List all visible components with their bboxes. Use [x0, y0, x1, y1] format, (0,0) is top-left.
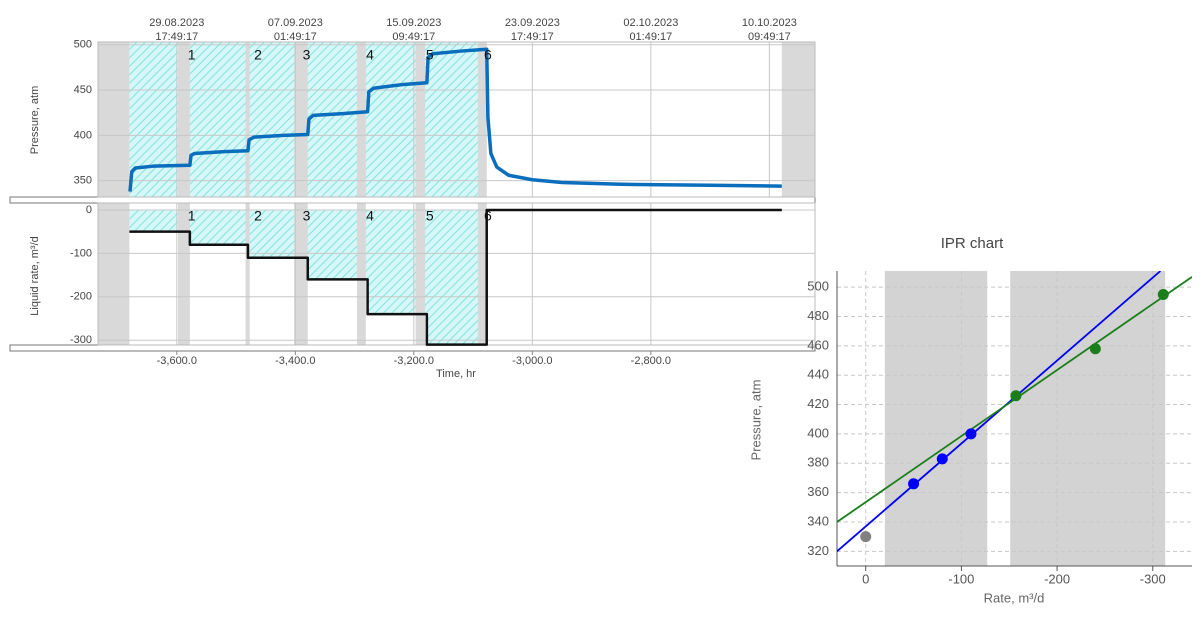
rate-line — [129, 208, 782, 346]
excluded-region — [177, 42, 190, 197]
scroll-bar[interactable] — [9, 196, 816, 204]
y-tick-label: 460 — [807, 337, 829, 352]
y-tick-label: 440 — [807, 367, 829, 382]
excluded-region — [477, 203, 487, 345]
y-tick-label: -300 — [70, 334, 92, 346]
step-label: 4 — [366, 208, 374, 224]
y-tick-label: 320 — [807, 543, 829, 558]
x-tick-label: -300 — [1140, 571, 1166, 586]
x2-tick-time: 17:49:17 — [511, 31, 554, 43]
x2-tick-time: 17:49:17 — [155, 31, 198, 43]
y-axis-title: Pressure, atm — [748, 380, 763, 461]
y-tick-label: 400 — [74, 129, 92, 141]
data-point — [936, 453, 948, 465]
y-tick-label: 360 — [807, 484, 829, 499]
y-tick-label: -200 — [70, 291, 92, 303]
y-tick-label: 480 — [807, 308, 829, 323]
data-point — [1157, 288, 1169, 300]
x2-tick-time: 09:49:17 — [392, 31, 435, 43]
data-point — [965, 428, 977, 440]
step-label: 4 — [366, 47, 374, 63]
data-point — [908, 478, 920, 490]
x2-tick-time: 01:49:17 — [274, 31, 317, 43]
excluded-region — [415, 42, 426, 197]
x-tick-label: -3,000.0 — [512, 355, 552, 367]
step-label: 6 — [484, 208, 492, 224]
excluded-region — [356, 203, 366, 345]
y-tick-label: 340 — [807, 513, 829, 528]
x2-tick-date: 15.09.2023 — [386, 17, 441, 29]
y-tick-label: 450 — [74, 84, 92, 96]
data-point — [860, 531, 872, 543]
y-tick-label: 380 — [807, 455, 829, 470]
chart-title: IPR chart — [941, 235, 1004, 252]
y-tick-label: 350 — [74, 175, 92, 187]
y-tick-label: -100 — [70, 247, 92, 259]
excluded-region — [1010, 271, 1166, 566]
excluded-region — [415, 203, 426, 345]
x-axis-title: Time, hr — [436, 368, 476, 380]
x-tick-label: -100 — [948, 571, 974, 586]
excluded-region — [884, 271, 988, 566]
y-tick-label: 0 — [86, 204, 92, 216]
step-label: 5 — [426, 47, 434, 63]
x2-tick-date: 29.08.2023 — [149, 17, 204, 29]
step-label: 1 — [188, 208, 196, 224]
excluded-region — [781, 42, 815, 197]
excluded-region — [98, 203, 130, 345]
step-label: 6 — [484, 47, 492, 63]
step-label: 5 — [426, 208, 434, 224]
y-tick-label: 400 — [807, 425, 829, 440]
x2-tick-date: 10.10.2023 — [742, 17, 797, 29]
x2-tick-time: 09:49:17 — [748, 31, 791, 43]
data-point — [1010, 390, 1022, 402]
excluded-region — [294, 203, 308, 345]
excluded-region — [98, 42, 130, 197]
plot-frame — [97, 41, 816, 198]
step-label: 1 — [188, 47, 196, 63]
x-tick-label: -3,600.0 — [157, 355, 197, 367]
y-axis-title: Pressure, atm — [29, 86, 41, 154]
x-tick-label: -3,400.0 — [275, 355, 315, 367]
step-label: 2 — [254, 208, 262, 224]
x2-tick-date: 23.09.2023 — [505, 17, 560, 29]
x-tick-label: -3,200.0 — [394, 355, 434, 367]
step-label: 3 — [303, 208, 311, 224]
y-axis-title: Liquid rate, m³/d — [29, 236, 41, 315]
x-tick-label: -200 — [1044, 571, 1070, 586]
x2-tick-time: 01:49:17 — [629, 31, 672, 43]
excluded-region — [245, 203, 250, 345]
y-tick-label: 500 — [74, 39, 92, 51]
excluded-region — [477, 42, 487, 197]
excluded-region — [177, 203, 190, 345]
data-point — [1089, 343, 1101, 355]
step-label: 3 — [303, 47, 311, 63]
step-label: 2 — [254, 47, 262, 63]
x2-tick-date: 07.09.2023 — [268, 17, 323, 29]
x2-tick-date: 02.10.2023 — [623, 17, 678, 29]
x-axis-title: Rate, m³/d — [984, 590, 1045, 605]
y-tick-label: 500 — [807, 279, 829, 294]
scroll-bar[interactable] — [9, 344, 816, 352]
excluded-region — [245, 42, 250, 197]
pressure-line — [128, 47, 782, 192]
y-tick-label: 420 — [807, 396, 829, 411]
excluded-region — [294, 42, 308, 197]
excluded-region — [356, 42, 366, 197]
x-tick-label: 0 — [862, 571, 869, 586]
x-tick-label: -2,800.0 — [631, 355, 671, 367]
